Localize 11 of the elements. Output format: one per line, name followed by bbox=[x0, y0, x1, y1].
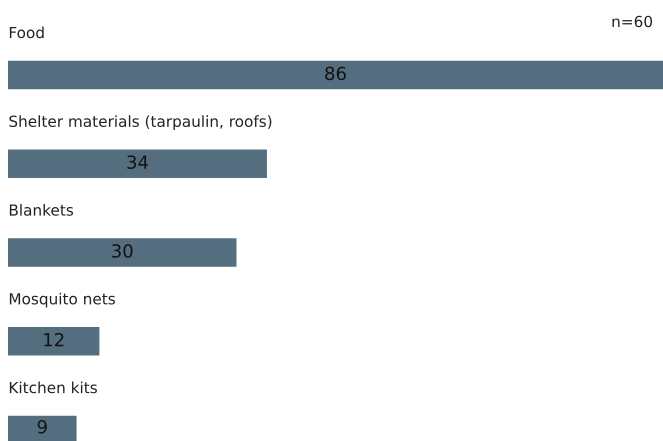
y-tick-label: Blankets bbox=[10, 204, 74, 216]
data-label: 30 bbox=[112, 244, 133, 258]
y-tick-label: Shelter materials (tarpaulin, roofs) bbox=[9, 115, 272, 130]
data-label: 12 bbox=[44, 332, 64, 346]
y-tick-label: Kitchen kits bbox=[10, 381, 97, 394]
y-tick-label: Mosquito nets bbox=[10, 292, 115, 308]
annotation: n=60 bbox=[612, 16, 652, 28]
y-tick-label: Food bbox=[10, 26, 44, 38]
data-label: 9 bbox=[38, 420, 47, 434]
data-label: 86 bbox=[325, 66, 346, 80]
data-label: 34 bbox=[127, 155, 148, 169]
